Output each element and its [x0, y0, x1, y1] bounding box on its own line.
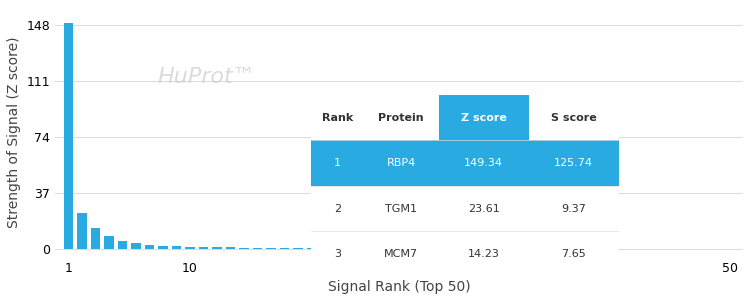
Bar — [185, 247, 195, 249]
Bar — [131, 243, 141, 249]
Y-axis label: Strength of Signal (Z score): Strength of Signal (Z score) — [7, 36, 21, 228]
Bar — [311, 186, 619, 231]
Text: 7.65: 7.65 — [561, 249, 586, 259]
Bar — [91, 228, 101, 249]
Bar — [239, 248, 249, 249]
Text: 149.34: 149.34 — [464, 158, 503, 168]
Bar — [361, 248, 370, 249]
Text: 14.23: 14.23 — [468, 249, 500, 259]
Bar — [64, 23, 74, 249]
Bar — [347, 248, 356, 249]
Text: Protein: Protein — [379, 113, 424, 123]
Bar — [374, 248, 383, 249]
Text: 3: 3 — [334, 249, 341, 259]
Bar — [253, 248, 262, 249]
Text: 23.61: 23.61 — [468, 204, 500, 214]
Text: TGM1: TGM1 — [386, 204, 417, 214]
Text: 1: 1 — [334, 158, 341, 168]
Text: Rank: Rank — [322, 113, 353, 123]
Text: MCM7: MCM7 — [384, 249, 418, 259]
Text: Z score: Z score — [460, 113, 507, 123]
X-axis label: Signal Rank (Top 50): Signal Rank (Top 50) — [328, 280, 470, 294]
Text: 2: 2 — [334, 204, 341, 214]
Bar — [311, 140, 619, 186]
Bar — [320, 248, 329, 249]
Bar — [388, 248, 397, 249]
Bar — [145, 245, 154, 249]
Bar — [118, 241, 128, 249]
Bar — [226, 247, 236, 249]
Bar — [158, 246, 168, 249]
Text: RBP4: RBP4 — [387, 158, 416, 168]
Bar — [307, 248, 316, 249]
Bar — [280, 248, 290, 249]
Bar — [293, 248, 303, 249]
Bar — [311, 231, 619, 277]
Bar — [266, 248, 276, 249]
Bar — [199, 247, 208, 249]
Text: HuProt™: HuProt™ — [158, 67, 256, 87]
Bar — [104, 236, 114, 249]
Text: S score: S score — [550, 113, 597, 123]
Text: 9.37: 9.37 — [561, 204, 586, 214]
Bar — [529, 95, 619, 140]
Bar — [439, 95, 529, 140]
Bar — [364, 95, 439, 140]
Bar — [311, 95, 364, 140]
Bar — [415, 248, 424, 249]
Bar — [401, 248, 410, 249]
Bar — [172, 246, 182, 249]
Text: 125.74: 125.74 — [554, 158, 593, 168]
Bar — [212, 247, 222, 249]
Bar — [334, 248, 343, 249]
Bar — [77, 213, 87, 249]
